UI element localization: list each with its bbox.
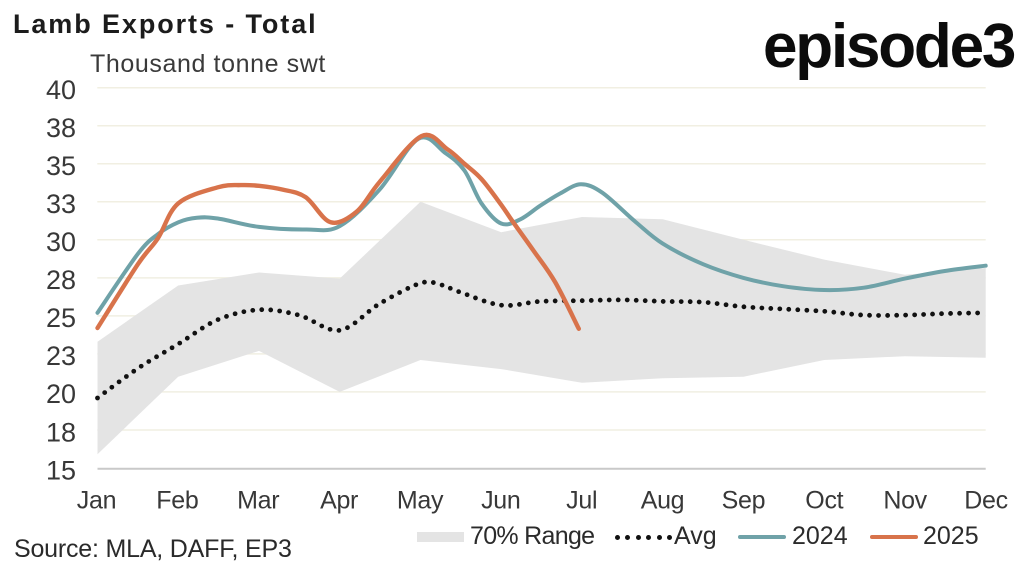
svg-text:33: 33	[46, 189, 76, 219]
svg-text:28: 28	[46, 265, 76, 295]
svg-text:Jun: Jun	[481, 487, 520, 515]
svg-text:Jan: Jan	[77, 487, 116, 515]
svg-text:Dec: Dec	[964, 487, 1008, 515]
svg-text:Mar: Mar	[237, 487, 279, 515]
svg-text:40: 40	[46, 75, 76, 105]
svg-text:38: 38	[46, 113, 76, 143]
svg-text:Nov: Nov	[883, 487, 927, 515]
svg-text:23: 23	[46, 341, 76, 371]
svg-text:25: 25	[46, 303, 76, 333]
svg-text:30: 30	[46, 227, 76, 257]
svg-text:20: 20	[46, 379, 76, 409]
svg-text:Aug: Aug	[641, 487, 685, 515]
svg-text:Oct: Oct	[805, 487, 843, 515]
svg-text:Feb: Feb	[156, 487, 198, 515]
svg-text:Sep: Sep	[722, 487, 766, 515]
svg-text:May: May	[397, 487, 444, 515]
svg-text:Jul: Jul	[566, 487, 597, 515]
svg-text:18: 18	[46, 417, 76, 447]
svg-text:35: 35	[46, 151, 76, 181]
svg-text:15: 15	[46, 455, 76, 485]
svg-text:Apr: Apr	[320, 487, 358, 515]
